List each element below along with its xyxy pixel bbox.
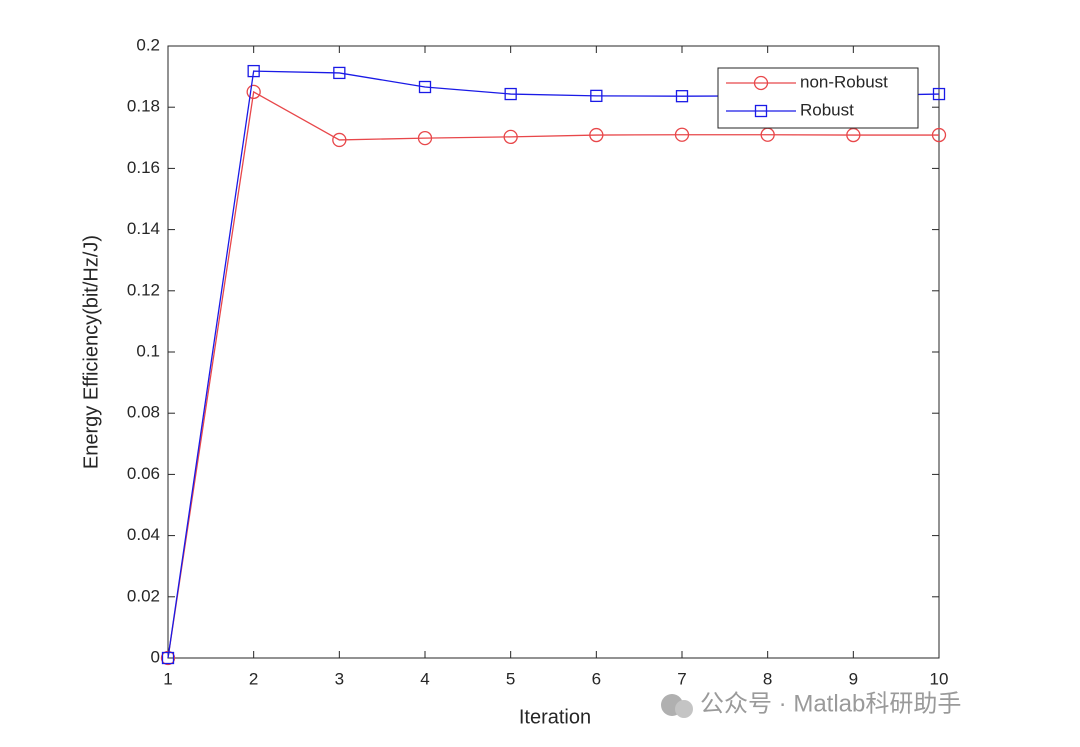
legend-marker: [753, 75, 769, 91]
x-tick-label: 1: [163, 669, 172, 688]
marker: [931, 127, 947, 143]
marker: [161, 651, 175, 665]
watermark-group: 公众号 · Matlab科研助手: [661, 690, 961, 718]
marker: [503, 129, 518, 145]
marker: [247, 64, 260, 78]
legend: non-Robust Robust: [717, 67, 919, 129]
y-tick-label: 0.08: [127, 403, 160, 422]
series-line: [167, 90, 939, 659]
y-tick-label: 0: [151, 647, 160, 666]
marker: [590, 89, 603, 103]
y-tick-label: 0.14: [127, 219, 160, 238]
legend-label: Robust: [800, 100, 854, 119]
marker: [504, 87, 517, 101]
y-tick-label: 0.2: [136, 35, 160, 54]
x-tick-label: 4: [420, 669, 429, 688]
y-axis-label: Energy Efficiency(bit/Hz/J): [80, 235, 102, 469]
watermark-icon: [675, 700, 693, 718]
marker: [418, 80, 432, 94]
marker: [417, 130, 433, 146]
x-tick-label: 8: [763, 669, 772, 688]
x-tick-label: 3: [335, 669, 344, 688]
x-tick-label: 10: [930, 669, 949, 688]
x-tick-label: 5: [506, 669, 515, 688]
y-tick-label: 0.06: [127, 464, 160, 483]
marker: [674, 127, 690, 142]
y-tick-label: 0.1: [136, 341, 160, 360]
marker: [589, 127, 604, 143]
x-tick-label: 6: [592, 669, 601, 688]
marker: [246, 84, 261, 100]
marker: [846, 127, 861, 143]
x-tick-label: 7: [677, 669, 686, 688]
axes-box: [167, 45, 940, 659]
marker: [332, 132, 347, 148]
marker: [675, 90, 689, 103]
legend-label: non-Robust: [800, 72, 888, 91]
marker: [932, 87, 946, 101]
x-tick-label: 9: [849, 669, 858, 688]
legend-box: [717, 67, 919, 129]
y-tick-label: 0.12: [127, 280, 160, 299]
marker: [333, 66, 346, 80]
y-tick-label: 0.02: [127, 586, 160, 605]
marker: [160, 650, 176, 666]
y-tick-label: 0.18: [127, 97, 160, 116]
y-tick-label: 0.16: [127, 158, 160, 177]
x-tick-label: 2: [249, 669, 258, 688]
x-axis-label: Iteration: [519, 706, 591, 728]
y-tick-label: 0.04: [127, 525, 160, 544]
legend-marker: [754, 104, 768, 118]
watermark: 公众号 · Matlab科研助手: [700, 690, 961, 717]
